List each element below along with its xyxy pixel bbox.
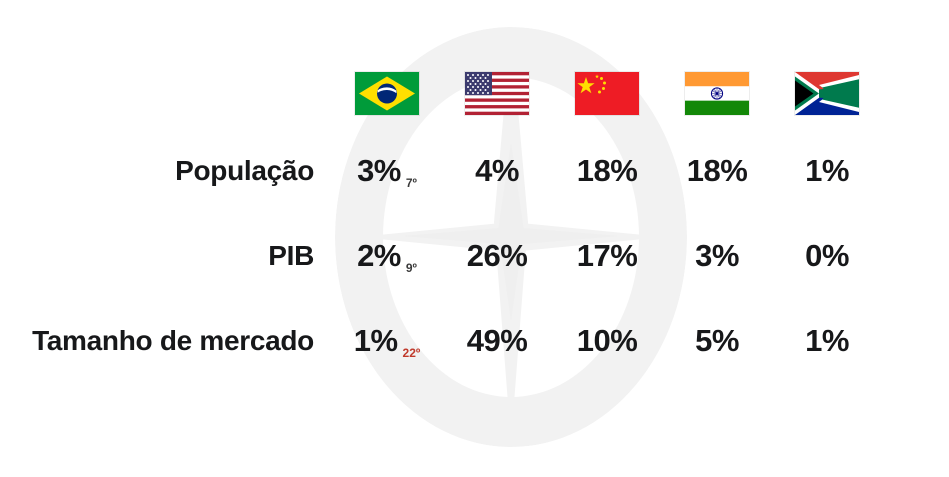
row-label-populacao: População <box>175 154 314 186</box>
cell-pib-china: 17% <box>552 238 662 274</box>
column-header-china <box>552 71 662 115</box>
cell-tamanho-india: 5% <box>662 323 772 359</box>
cell-pib-south-africa: 0% <box>772 238 882 274</box>
flag-usa-icon <box>465 71 529 115</box>
cell-value: 17% <box>576 237 638 273</box>
cell-value: 2% <box>357 237 401 273</box>
flag-india-icon <box>685 71 749 115</box>
cell-value: 3% <box>357 152 401 188</box>
flag-south-africa-icon <box>795 71 859 115</box>
cell-tamanho-china: 10% <box>552 323 662 359</box>
cell-value: 49% <box>466 322 528 358</box>
cell-value: 18% <box>576 152 638 188</box>
column-header-south-africa <box>772 71 882 115</box>
cell-tamanho-usa: 49% <box>442 323 552 359</box>
row-label-tamanho-de-mercado: Tamanho de mercado <box>32 324 314 356</box>
cell-pib-india: 3% <box>662 238 772 274</box>
cell-value: 1% <box>353 322 398 358</box>
row-label-pib: PIB <box>268 239 314 271</box>
cell-populacao-china: 18% <box>552 153 662 189</box>
cell-populacao-usa: 4% <box>442 153 552 189</box>
cell-value: 3% <box>695 237 739 273</box>
flag-china-icon <box>575 71 639 115</box>
cell-tamanho-south-africa: 1% <box>772 323 882 359</box>
cell-value: 1% <box>805 152 849 188</box>
cell-value: 18% <box>686 152 748 188</box>
cell-populacao-brazil: 3% 7º <box>332 152 442 190</box>
cell-value: 4% <box>475 152 519 188</box>
cell-rank: 22º <box>402 345 421 360</box>
cell-value: 0% <box>805 237 849 273</box>
cell-rank: 9º <box>405 260 417 275</box>
cell-rank: 7º <box>405 175 417 190</box>
cell-pib-usa: 26% <box>442 238 552 274</box>
cell-pib-brazil: 2% 9º <box>332 237 442 275</box>
column-header-brazil <box>332 71 442 115</box>
column-header-india <box>662 71 772 115</box>
flag-brazil-icon <box>355 71 419 115</box>
cell-populacao-south-africa: 1% <box>772 153 882 189</box>
cell-populacao-india: 18% <box>662 153 772 189</box>
cell-tamanho-brazil: 1% 22º <box>332 322 442 360</box>
column-header-usa <box>442 71 552 115</box>
cell-value: 26% <box>466 237 528 273</box>
cell-value: 10% <box>576 322 638 358</box>
cell-value: 1% <box>805 322 849 358</box>
cell-value: 5% <box>695 322 739 358</box>
